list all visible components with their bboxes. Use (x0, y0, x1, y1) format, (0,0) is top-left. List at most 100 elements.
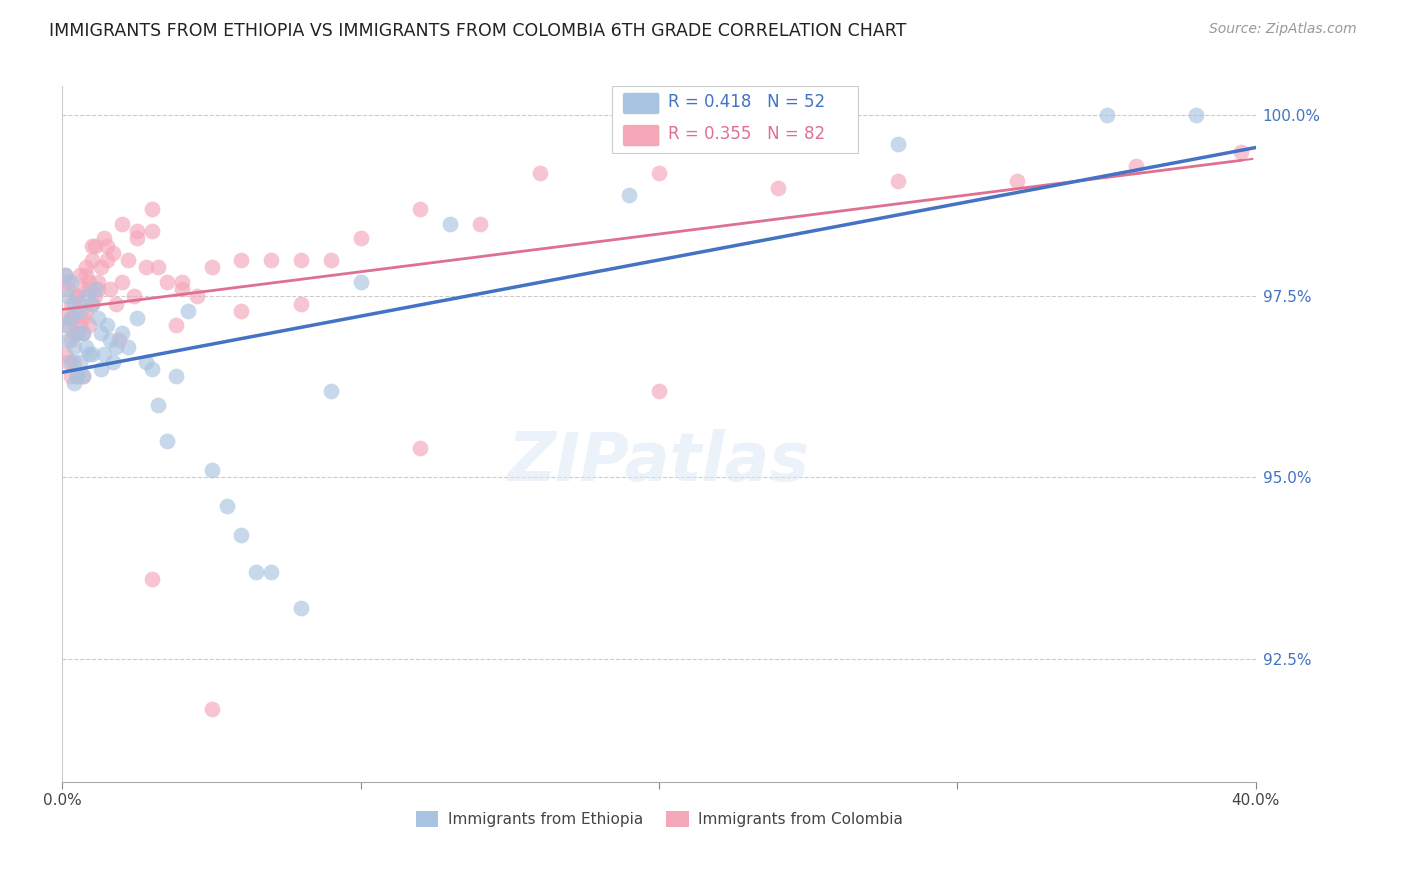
Point (79, 347, 101, 361)
Point (111, 217, 134, 231)
Point (619, 188, 641, 202)
Point (58, 354, 80, 368)
Point (165, 369, 187, 384)
Text: ZIPatlas: ZIPatlas (508, 429, 810, 495)
Point (69, 296, 91, 310)
Point (201, 463, 224, 477)
Point (409, 442, 432, 456)
Point (96, 238, 118, 252)
Point (63, 376, 86, 391)
Point (529, 166, 551, 180)
Point (66, 289, 89, 303)
Point (79, 275, 101, 289)
Point (135, 260, 157, 275)
Point (69, 318, 91, 333)
Point (58, 289, 80, 303)
Point (75, 268, 97, 282)
Point (170, 275, 193, 289)
Point (156, 275, 179, 289)
Point (156, 434, 179, 449)
Text: Source: ZipAtlas.com: Source: ZipAtlas.com (1209, 22, 1357, 37)
Point (82, 347, 104, 361)
Point (103, 354, 125, 368)
Point (72, 326, 94, 340)
Point (319, 253, 342, 268)
Point (125, 311, 148, 326)
Point (93, 347, 115, 361)
Point (201, 260, 224, 275)
Point (63, 296, 86, 310)
Point (887, 173, 910, 187)
Point (87, 311, 110, 326)
Point (1185, 108, 1208, 122)
Point (63, 311, 86, 326)
Point (63, 340, 86, 354)
Point (69, 304, 91, 318)
Point (60, 275, 83, 289)
Point (111, 326, 134, 340)
Point (98, 282, 121, 296)
Point (768, 180, 790, 194)
Point (69, 268, 91, 282)
Point (66, 289, 89, 303)
Point (58, 282, 80, 296)
Point (60, 296, 83, 310)
Point (66, 326, 89, 340)
Point (215, 500, 238, 514)
Point (72, 326, 94, 340)
Point (82, 253, 104, 268)
Point (1230, 145, 1253, 159)
Point (82, 296, 104, 310)
Point (75, 304, 97, 318)
Point (72, 369, 94, 384)
Point (260, 565, 283, 579)
Point (141, 202, 163, 217)
Point (60, 333, 83, 347)
Point (84, 289, 107, 303)
Point (55, 347, 77, 361)
Point (141, 224, 163, 238)
Point (146, 260, 169, 275)
Point (177, 304, 200, 318)
Point (201, 702, 224, 716)
Point (117, 340, 139, 354)
Point (350, 231, 373, 245)
Point (60, 354, 83, 368)
Point (75, 289, 97, 303)
Point (290, 253, 312, 268)
Point (63, 354, 86, 368)
Point (55, 311, 77, 326)
Point (103, 246, 125, 260)
Point (58, 318, 80, 333)
Point (125, 231, 148, 245)
Point (60, 311, 83, 326)
Point (125, 224, 148, 238)
Point (98, 333, 121, 347)
Point (60, 369, 83, 384)
Point (648, 384, 671, 398)
Point (319, 384, 342, 398)
Point (231, 304, 253, 318)
Point (90, 260, 112, 275)
Point (84, 238, 107, 252)
Point (55, 268, 77, 282)
Point (105, 296, 128, 310)
Point (1125, 159, 1147, 173)
Point (1095, 108, 1118, 122)
Point (96, 253, 118, 268)
Point (648, 166, 671, 180)
Point (96, 318, 118, 333)
Point (887, 137, 910, 152)
Point (117, 253, 139, 268)
Point (72, 282, 94, 296)
Point (75, 340, 97, 354)
Point (69, 354, 91, 368)
Point (58, 333, 80, 347)
Point (186, 289, 208, 303)
Text: R = 0.355   N = 82: R = 0.355 N = 82 (668, 125, 825, 143)
Point (1005, 173, 1028, 187)
Point (90, 361, 112, 376)
Point (260, 253, 283, 268)
Point (111, 275, 134, 289)
Point (66, 369, 89, 384)
